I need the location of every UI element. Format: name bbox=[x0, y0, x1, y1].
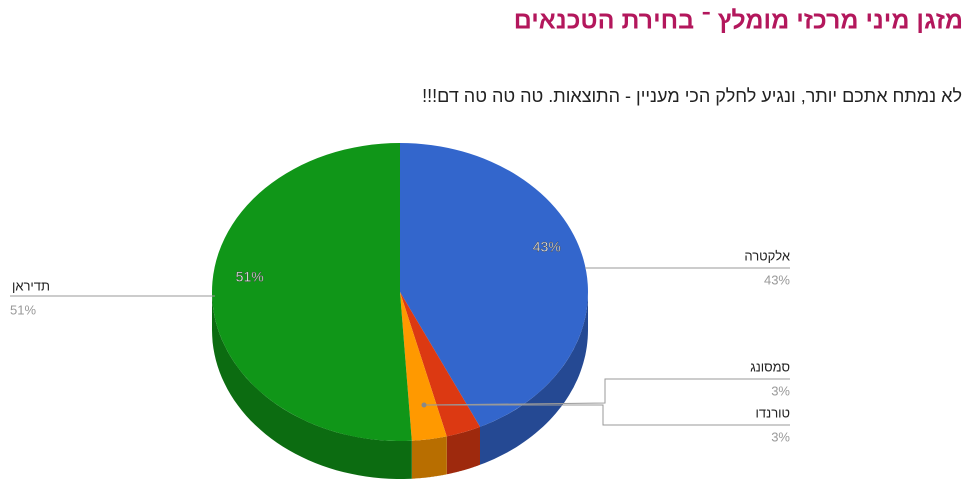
slice bbox=[400, 292, 447, 441]
slice-label: 51% bbox=[236, 268, 264, 284]
slice-side bbox=[480, 292, 588, 465]
leader-line bbox=[423, 378, 790, 406]
slice-label: 43% bbox=[533, 239, 561, 255]
legend-label: אלקטרה bbox=[744, 248, 790, 263]
slice-side bbox=[411, 436, 447, 479]
legend-label: טורנדו bbox=[756, 405, 790, 420]
slice bbox=[400, 292, 481, 437]
legend-value: 43% bbox=[764, 272, 790, 287]
leader-line bbox=[424, 404, 790, 426]
slice-side bbox=[446, 426, 480, 475]
slice bbox=[400, 143, 589, 427]
leader-dot bbox=[421, 402, 427, 408]
slice-side bbox=[212, 292, 412, 479]
legend-label: סמסונג bbox=[750, 359, 790, 374]
legend-value: 3% bbox=[771, 429, 790, 444]
legend-value: 3% bbox=[771, 383, 790, 398]
legend-label: תדיראן bbox=[12, 278, 50, 293]
slice bbox=[212, 143, 412, 441]
chart-title: מזגן מיני מרכזי מומלץ ־ בחירת הטכנאים bbox=[514, 7, 963, 35]
chart-subtitle: לא נמתח אתכם יותר, ונגיע לחלק הכי מעניין… bbox=[422, 86, 962, 106]
legend-value: 51% bbox=[10, 302, 36, 317]
